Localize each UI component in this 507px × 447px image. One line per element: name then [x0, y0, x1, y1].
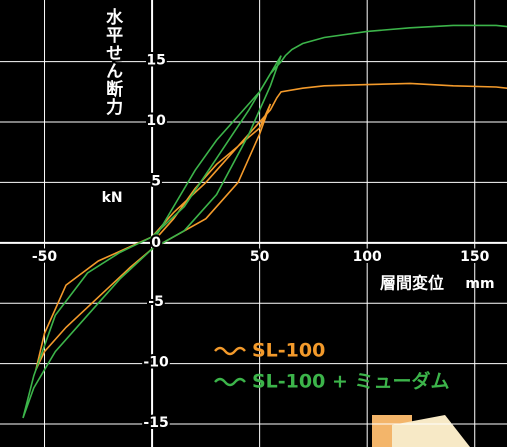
tick-label: -10 [143, 355, 169, 371]
tick-label: 100 [353, 249, 382, 265]
legend-label: SL-100 [252, 340, 325, 362]
product-image [372, 415, 470, 447]
tick-label: -5 [148, 294, 164, 310]
tick-label: 150 [460, 249, 489, 265]
data-line [35, 82, 507, 371]
tick-label: 15 [146, 53, 165, 69]
tick-label: -15 [143, 415, 168, 431]
tick-label: 0 [151, 235, 161, 251]
legend-icon [214, 377, 246, 387]
tick-label: 5 [151, 173, 161, 189]
x-axis-label: 層間変位 [380, 274, 444, 293]
y-axis-label: 水平せん断力 [102, 7, 123, 116]
x-axis-unit: mm [465, 276, 494, 292]
data-line [22, 24, 507, 419]
tick-label: 10 [146, 113, 166, 129]
legend-icon [214, 346, 246, 356]
legend-label: SL-100 + ミューダム [252, 370, 450, 393]
tick-label: 50 [250, 249, 270, 265]
y-axis-unit: kN [102, 190, 123, 206]
tick-label: -50 [32, 249, 58, 265]
